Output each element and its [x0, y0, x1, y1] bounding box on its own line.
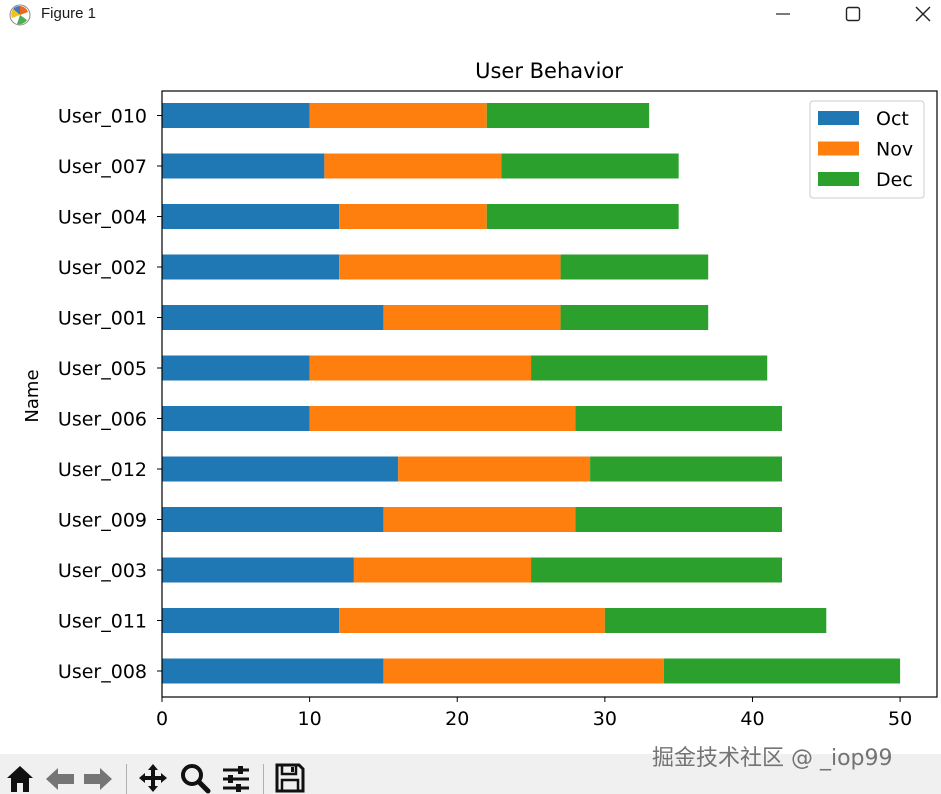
toolbar-separator [263, 764, 264, 794]
forward-arrow-icon[interactable] [82, 762, 114, 794]
bar-oct-user-006 [162, 406, 310, 431]
bar-dec-user-001 [560, 305, 709, 330]
bar-nov-user-003 [353, 557, 532, 583]
bar-oct-user-008 [162, 658, 384, 684]
bar-oct-user-010 [162, 103, 310, 128]
plot-frame [161, 90, 938, 698]
minimize-button[interactable] [760, 0, 806, 28]
y-tick-label: User_009 [58, 510, 147, 532]
maximize-icon [845, 6, 861, 22]
y-tick-label: User_010 [58, 106, 147, 128]
y-tick-label: User_001 [58, 308, 147, 330]
home-icon[interactable] [4, 762, 36, 794]
y-tick-label: User_007 [58, 156, 147, 178]
bar-nov-user-011 [339, 608, 605, 633]
y-tick-label: User_002 [58, 257, 147, 279]
window-title: Figure 1 [41, 5, 97, 22]
bar-oct-user-004 [162, 204, 340, 229]
bar-dec-user-011 [604, 608, 827, 633]
legend-swatch-dec [818, 172, 859, 186]
window-titlebar: Figure 1 [0, 0, 941, 34]
y-tick-label: User_008 [58, 661, 147, 683]
bar-oct-user-001 [162, 305, 384, 330]
close-icon [915, 6, 931, 22]
bar-dec-user-012 [590, 456, 782, 482]
bar-nov-user-009 [383, 507, 576, 532]
bar-nov-user-002 [339, 254, 561, 280]
bar-dec-user-010 [486, 103, 650, 128]
x-tick-label: 50 [888, 708, 912, 730]
y-tick-label: User_005 [58, 358, 147, 380]
bar-dec-user-004 [486, 204, 679, 229]
figure-canvas: User Behavior Name User_008 User_011 User_… [0, 34, 941, 754]
x-tick-label: 30 [593, 708, 617, 730]
x-tick-label: 0 [156, 708, 168, 730]
y-tick-label: User_004 [58, 207, 147, 229]
pan-icon[interactable] [137, 762, 169, 794]
bar-dec-user-002 [560, 254, 709, 280]
bar-oct-user-002 [162, 254, 340, 280]
bar-dec-user-007 [501, 153, 679, 179]
bar-oct-user-003 [162, 557, 354, 583]
bar-dec-user-006 [575, 406, 782, 431]
legend: Oct Nov Dec [809, 100, 925, 199]
bar-oct-user-005 [162, 355, 310, 381]
y-tick-label: User_012 [58, 459, 147, 481]
watermark-text: 掘金技术社区 @ _iop99 [652, 746, 893, 771]
bar-oct-user-012 [162, 456, 399, 482]
bar-nov-user-010 [309, 103, 487, 128]
y-tick-label: User_006 [58, 409, 147, 431]
axes-layer: User_008 User_011 User_003 User_009 User_012… [58, 106, 912, 731]
matplotlib-icon [9, 4, 31, 26]
toolbar-separator [126, 764, 127, 794]
bar-nov-user-006 [309, 406, 576, 431]
bar-nov-user-001 [383, 305, 561, 330]
bar-oct-user-007 [162, 153, 325, 179]
zoom-icon[interactable] [179, 762, 211, 794]
x-tick-label: 20 [445, 708, 469, 730]
bar-nov-user-008 [383, 658, 664, 684]
bars-layer [162, 103, 901, 684]
bar-nov-user-004 [339, 204, 487, 229]
bar-dec-user-009 [575, 507, 782, 532]
legend-swatch-oct [818, 111, 859, 125]
stacked-bar-chart: User Behavior Name User_008User_011User_… [22, 59, 938, 731]
y-axis-label: Name [22, 369, 43, 422]
x-tick-label: 10 [298, 708, 322, 730]
bar-nov-user-012 [398, 456, 591, 482]
legend-label-oct: Oct [876, 108, 909, 130]
subplots-config-icon[interactable] [220, 762, 252, 794]
bar-oct-user-011 [162, 608, 340, 633]
navigation-toolbar [0, 754, 941, 794]
bar-nov-user-005 [309, 355, 532, 381]
y-tick-label: User_003 [58, 560, 147, 582]
x-tick-label: 40 [740, 708, 764, 730]
maximize-button[interactable] [830, 0, 876, 28]
bar-oct-user-009 [162, 507, 384, 532]
legend-swatch-nov [818, 141, 859, 156]
save-icon[interactable] [274, 762, 306, 794]
bar-dec-user-003 [531, 557, 782, 583]
back-arrow-icon[interactable] [44, 762, 76, 794]
bar-dec-user-005 [531, 355, 768, 381]
bar-dec-user-008 [663, 658, 901, 684]
y-tick-label: User_011 [58, 611, 147, 633]
minimize-icon [776, 13, 790, 15]
close-button[interactable] [900, 0, 941, 28]
bar-nov-user-007 [324, 153, 502, 179]
legend-label-nov: Nov [876, 139, 913, 161]
chart-title: User Behavior [475, 59, 623, 83]
legend-label-dec: Dec [876, 169, 913, 191]
